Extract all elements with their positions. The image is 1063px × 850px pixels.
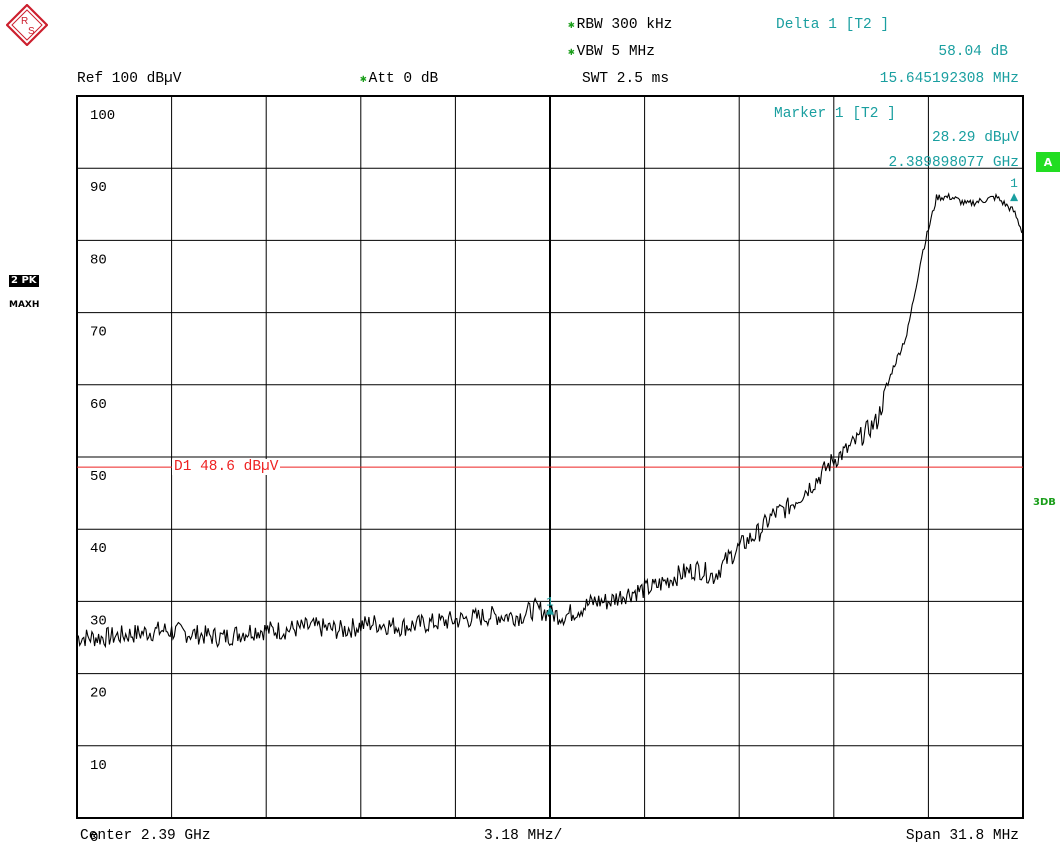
delta-marker-value: 58.04 dB bbox=[938, 44, 1008, 60]
vbw-setting: ✱ VBW 5 MHz bbox=[568, 44, 655, 61]
marker-1-label: 1 bbox=[546, 595, 554, 610]
trace-a-badge: A bbox=[1036, 152, 1060, 172]
trace-detector-badge: 2 PK bbox=[9, 275, 39, 287]
delta-marker-freq: 15.645192308 MHz bbox=[879, 71, 1019, 87]
y-tick-label: 40 bbox=[90, 541, 107, 557]
svg-text:R: R bbox=[21, 16, 28, 27]
marker-1-triangle bbox=[546, 606, 554, 615]
rbw-label: RBW 300 kHz bbox=[576, 17, 673, 33]
grid bbox=[76, 95, 1024, 819]
rohde-schwarz-logo: R S bbox=[6, 4, 48, 46]
swt-setting: SWT 2.5 ms bbox=[582, 71, 670, 87]
trace-mode-badge: MAXH bbox=[9, 300, 40, 310]
y-tick-label: 20 bbox=[90, 686, 107, 702]
y-tick-label: 80 bbox=[90, 252, 107, 268]
marker-1-symbol: 1 bbox=[546, 595, 554, 615]
y-tick-label: 90 bbox=[90, 180, 107, 196]
marker-value: 28.29 dBµV bbox=[931, 130, 1019, 146]
marker-freq: 2.389898077 GHz bbox=[888, 155, 1019, 171]
svg-text:S: S bbox=[28, 26, 35, 37]
marker-title: Marker 1 [T2 ] bbox=[774, 106, 896, 122]
rbw-setting: ✱ RBW 300 kHz bbox=[568, 17, 672, 34]
vbw-label: VBW 5 MHz bbox=[576, 44, 655, 60]
changed-star-icon: ✱ bbox=[568, 20, 575, 32]
center-frequency: Center 2.39 GHz bbox=[80, 828, 211, 844]
y-tick-label: 0 bbox=[90, 830, 98, 846]
delta-1-triangle bbox=[1010, 193, 1019, 202]
y-tick-label: 70 bbox=[90, 325, 107, 341]
y-tick-label: 100 bbox=[90, 108, 115, 124]
div-setting: 3.18 MHz/ bbox=[484, 828, 563, 844]
y-tick-label: 30 bbox=[90, 613, 107, 629]
y-tick-label: 50 bbox=[90, 469, 107, 485]
delta-1-label: 1 bbox=[1010, 176, 1018, 191]
delta-1-symbol: 1 bbox=[1010, 176, 1019, 202]
changed-star-icon: ✱ bbox=[568, 47, 575, 59]
ref-level: Ref 100 dBµV bbox=[77, 71, 182, 87]
trace-line bbox=[76, 192, 1024, 649]
delta-marker-title: Delta 1 [T2 ] bbox=[776, 17, 890, 33]
span-setting: Span 31.8 MHz bbox=[905, 828, 1019, 844]
attenuation-setting: ✱ Att 0 dB bbox=[360, 71, 438, 88]
display-line-label: D1 48.6 dBµV bbox=[172, 459, 281, 475]
att-label: Att 0 dB bbox=[368, 71, 439, 87]
changed-star-icon: ✱ bbox=[360, 74, 367, 86]
y-tick-label: 60 bbox=[90, 397, 107, 413]
3db-badge: 3DB bbox=[1033, 497, 1056, 508]
y-tick-label: 10 bbox=[90, 758, 107, 774]
